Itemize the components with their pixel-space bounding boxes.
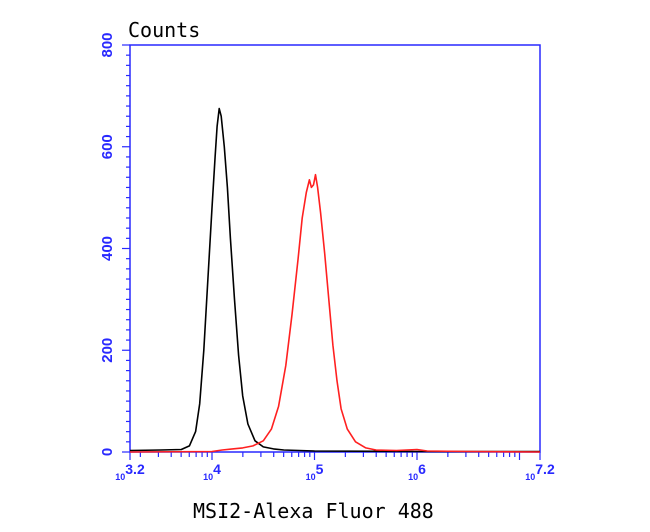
series-group [129,107,541,453]
y-tick-label: 400 [99,236,116,261]
y-tick-label: 200 [99,338,116,363]
series-line-red [129,173,541,453]
series-line-black [129,107,540,453]
x-tick-label: 106 [408,461,426,482]
tick-labels: 0 200 400 600 800 103.2 104 105 106 107.2 [99,32,555,482]
x-tick-label: 104 [203,461,221,482]
x-axis-label: MSI2-Alexa Fluor 488 [193,499,434,523]
x-tick-label: 105 [306,461,324,482]
x-tick-label: 103.2 [115,461,145,482]
y-tick-label: 0 [99,448,116,456]
x-tick-label: 107.2 [525,461,555,482]
axis-frame [122,44,541,460]
y-axis-label: Counts [128,18,200,42]
y-tick-label: 600 [99,134,116,159]
y-tick-label: 800 [99,32,116,57]
plot-frame [129,44,541,453]
